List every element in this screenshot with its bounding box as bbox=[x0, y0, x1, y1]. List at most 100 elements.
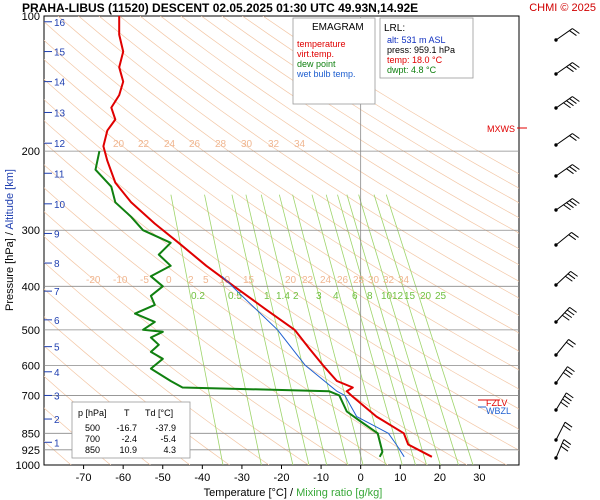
theta-label: 0 bbox=[166, 275, 172, 286]
wind-barb bbox=[554, 28, 580, 42]
wind-barb bbox=[554, 198, 580, 212]
y-axis-label-altitude: Altitude [km] bbox=[4, 169, 16, 230]
wind-barb bbox=[554, 133, 580, 147]
theta-label: 5 bbox=[203, 275, 209, 286]
lrl-press: press: 959.1 hPa bbox=[387, 45, 455, 55]
altitude-tick-label: 3 bbox=[54, 391, 60, 402]
table-header-p: p [hPa] bbox=[78, 408, 107, 418]
theta-label: 26 bbox=[337, 275, 349, 286]
y-axis-title: Pressure [hPa] / Altitude [km] bbox=[4, 169, 16, 311]
wind-barb bbox=[554, 421, 573, 442]
temperature-tick-label: 20 bbox=[434, 472, 446, 484]
theta-labels-top: 20 22 24 26 28 30 32 34 bbox=[113, 139, 306, 150]
lrl-alt: alt: 531 m ASL bbox=[387, 35, 446, 45]
dry-adiabat bbox=[57, 16, 519, 334]
pressure-tick-label: 600 bbox=[22, 360, 40, 372]
table-row-td: 4.3 bbox=[163, 445, 176, 455]
dry-adiabat bbox=[44, 21, 519, 352]
x-axis-separator: / bbox=[290, 487, 294, 499]
theta-label: -20 bbox=[86, 275, 101, 286]
temperature-tick-label: -10 bbox=[313, 472, 329, 484]
pressure-tick-label: 925 bbox=[22, 445, 40, 457]
wind-barbs bbox=[554, 28, 580, 460]
dry-adiabat bbox=[44, 345, 191, 465]
theta-label: 22 bbox=[302, 275, 314, 286]
legend-item-virt-temp: virt.temp. bbox=[297, 49, 334, 59]
mixing-ratio-label: 25 bbox=[435, 291, 447, 302]
altitude-tick-label: 8 bbox=[54, 259, 60, 270]
mixing-ratio-label: 8 bbox=[367, 291, 373, 302]
theta-label: 26 bbox=[189, 139, 201, 150]
altitude-tick-label: 13 bbox=[54, 108, 66, 119]
dry-adiabat bbox=[98, 16, 519, 299]
theta-label: 20 bbox=[285, 275, 297, 286]
theta-label: 32 bbox=[383, 275, 395, 286]
table-header-t: T bbox=[124, 408, 130, 418]
mixing-ratio-label: 0.5 bbox=[228, 291, 242, 302]
temperature-tick-label: 10 bbox=[394, 472, 406, 484]
dry-adiabat bbox=[262, 16, 519, 175]
temperature-tick-labels: -70 -60 -50 -40 -30 -20 -10 0 10 20 30 bbox=[76, 465, 486, 484]
altitude-tick-label: 10 bbox=[54, 200, 66, 211]
wind-barb bbox=[554, 366, 575, 385]
temperature-tick-label: -70 bbox=[76, 472, 92, 484]
wind-barb bbox=[554, 96, 580, 110]
lrl-title: LRL: bbox=[384, 23, 405, 34]
series-line-wet-bulb-temp- bbox=[221, 275, 405, 458]
y-axis-separator: / bbox=[4, 231, 16, 235]
theta-label: -5 bbox=[140, 275, 149, 286]
dry-adiabat bbox=[44, 261, 309, 465]
wind-barb bbox=[554, 164, 580, 178]
temperature-tick-label: -50 bbox=[155, 472, 171, 484]
legend-item-temperature: temperature bbox=[297, 39, 346, 49]
copyright-text: CHMI © 2025 bbox=[529, 2, 596, 14]
dry-adiabat bbox=[78, 16, 519, 316]
dry-adiabat bbox=[44, 120, 519, 451]
sounding-table: p [hPa] T Td [°C] 500 -16.7 -37.9 700 -2… bbox=[71, 401, 191, 459]
theta-label: 32 bbox=[268, 139, 280, 150]
theta-label: 15 bbox=[243, 275, 255, 286]
x-axis-label-mixing: Mixing ratio [g/kg] bbox=[296, 487, 382, 499]
pressure-tick-label: 400 bbox=[22, 281, 40, 293]
table-row-p: 850 bbox=[85, 445, 100, 455]
pressure-tick-labels: 1000 925 850 700 600 500 400 300 200 100 bbox=[16, 11, 40, 472]
temperature-tick-label: -40 bbox=[194, 472, 210, 484]
wind-barb bbox=[554, 306, 577, 324]
mixing-ratio-label: 4 bbox=[333, 291, 339, 302]
legend-item-wet-bulb: wet bulb temp. bbox=[296, 69, 356, 79]
pressure-tick-label: 1000 bbox=[16, 460, 40, 472]
dry-adiabat bbox=[139, 16, 519, 266]
mixing-ratio-label: 6 bbox=[352, 291, 358, 302]
dry-adiabat bbox=[180, 16, 519, 234]
mixing-ratio-label: 10 bbox=[381, 291, 393, 302]
pressure-tick-label: 100 bbox=[22, 11, 40, 23]
theta-label: 34 bbox=[398, 275, 410, 286]
table-row-p: 700 bbox=[85, 434, 100, 444]
wind-barb bbox=[554, 62, 580, 76]
theta-label: 22 bbox=[138, 139, 150, 150]
table-row-t: -16.7 bbox=[116, 423, 137, 433]
dry-adiabat bbox=[44, 316, 230, 465]
table-row-t: -2.4 bbox=[121, 434, 137, 444]
dry-adiabat bbox=[44, 99, 519, 430]
theta-label: 24 bbox=[164, 139, 176, 150]
altitude-tick-label: 4 bbox=[54, 368, 60, 379]
pressure-tick-label: 300 bbox=[22, 225, 40, 237]
altitude-tick-label: 2 bbox=[54, 415, 60, 426]
pressure-tick-label: 850 bbox=[22, 428, 40, 440]
wbzl-marker: WBZL bbox=[478, 406, 511, 416]
mixing-ratio-label: 15 bbox=[404, 291, 416, 302]
pressure-tick-label: 500 bbox=[22, 325, 40, 337]
theta-label: 2 bbox=[188, 275, 194, 286]
legend-item-dew-point: dew point bbox=[297, 59, 336, 69]
sounding-series bbox=[94, 16, 433, 458]
series-line-dew-point bbox=[94, 150, 384, 458]
theta-label: 34 bbox=[294, 139, 306, 150]
theta-label: 20 bbox=[113, 139, 125, 150]
altitude-tick-label: 5 bbox=[54, 343, 60, 354]
mixing-ratio-label: 1.4 bbox=[276, 291, 290, 302]
theta-label: -10 bbox=[113, 275, 128, 286]
theta-label: 30 bbox=[241, 139, 253, 150]
dry-adiabat bbox=[119, 16, 519, 282]
